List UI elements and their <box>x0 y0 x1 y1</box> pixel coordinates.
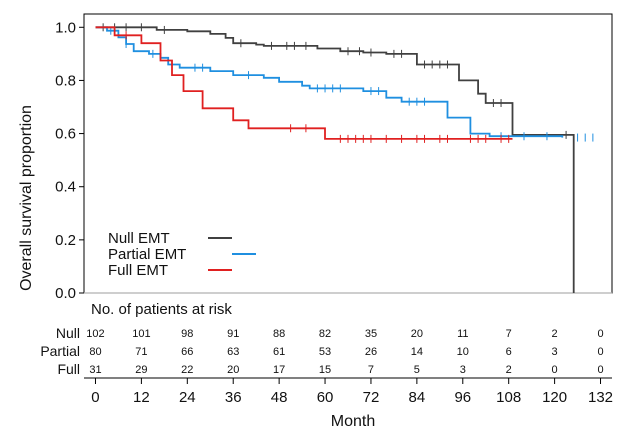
legend-label: Partial EMT <box>108 246 186 263</box>
risk-cell: 20 <box>227 364 239 376</box>
risk-cell: 11 <box>457 328 468 340</box>
risk-cell: 63 <box>227 346 239 358</box>
y-axis-label: Overall survival proportion <box>18 105 35 291</box>
risk-cell: 2 <box>552 328 558 340</box>
risk-cell: 0 <box>597 364 603 376</box>
x-tick-label: 84 <box>409 389 426 406</box>
series-line <box>95 26 564 138</box>
x-tick-label: 132 <box>588 389 613 406</box>
x-tick-label: 72 <box>363 389 380 406</box>
risk-cell: 20 <box>411 328 423 340</box>
risk-cell: 10 <box>457 346 469 358</box>
x-axis-label: Month <box>331 413 375 430</box>
risk-cell: 101 <box>132 328 150 340</box>
x-tick-label: 36 <box>225 389 242 406</box>
risk-cell: 66 <box>181 346 193 358</box>
risk-cell: 5 <box>414 364 420 376</box>
x-tick-label: 60 <box>317 389 334 406</box>
y-tick-label: 0.2 <box>55 232 76 249</box>
risk-cell: 35 <box>365 328 377 340</box>
risk-cell: 15 <box>319 364 331 376</box>
risk-cell: 2 <box>506 364 512 376</box>
series-line <box>95 26 575 293</box>
risk-row-label: Partial <box>40 343 80 359</box>
risk-cell: 3 <box>460 364 466 376</box>
risk-cell: 102 <box>86 328 104 340</box>
risk-cell: 98 <box>181 328 193 340</box>
risk-cell: 22 <box>181 364 193 376</box>
y-tick-label: 0.6 <box>55 126 76 143</box>
x-tick-label: 108 <box>496 389 521 406</box>
risk-cell: 0 <box>597 328 603 340</box>
risk-cell: 53 <box>319 346 331 358</box>
risk-cell: 6 <box>506 346 512 358</box>
risk-cell: 61 <box>273 346 285 358</box>
series-line <box>95 26 513 140</box>
x-tick-label: 0 <box>91 389 99 406</box>
risk-cell: 17 <box>273 364 285 376</box>
y-tick-label: 0.8 <box>55 72 76 89</box>
y-tick-label: 0.0 <box>55 285 76 302</box>
x-tick-label: 96 <box>454 389 471 406</box>
risk-cell: 0 <box>597 346 603 358</box>
risk-cell: 14 <box>411 346 423 358</box>
x-tick-label: 48 <box>271 389 288 406</box>
risk-cell: 91 <box>227 328 239 340</box>
risk-table-title: No. of patients at risk <box>91 301 232 318</box>
legend-label: Full EMT <box>108 262 168 279</box>
risk-cell: 29 <box>135 364 147 376</box>
risk-cell: 7 <box>506 328 512 340</box>
risk-cell: 26 <box>365 346 377 358</box>
x-tick-label: 24 <box>179 389 196 406</box>
risk-cell: 3 <box>552 346 558 358</box>
x-tick-label: 12 <box>133 389 150 406</box>
risk-cell: 80 <box>89 346 101 358</box>
risk-cell: 31 <box>89 364 101 376</box>
risk-cell: 7 <box>368 364 374 376</box>
risk-cell: 71 <box>135 346 147 358</box>
risk-row-label: Null <box>56 325 80 341</box>
risk-cell: 88 <box>273 328 285 340</box>
risk-row-label: Full <box>57 361 80 377</box>
risk-cell: 82 <box>319 328 331 340</box>
y-tick-label: 1.0 <box>55 19 76 36</box>
legend-label: Null EMT <box>108 230 170 247</box>
x-tick-label: 120 <box>542 389 567 406</box>
y-tick-label: 0.4 <box>55 179 76 196</box>
risk-cell: 0 <box>552 364 558 376</box>
